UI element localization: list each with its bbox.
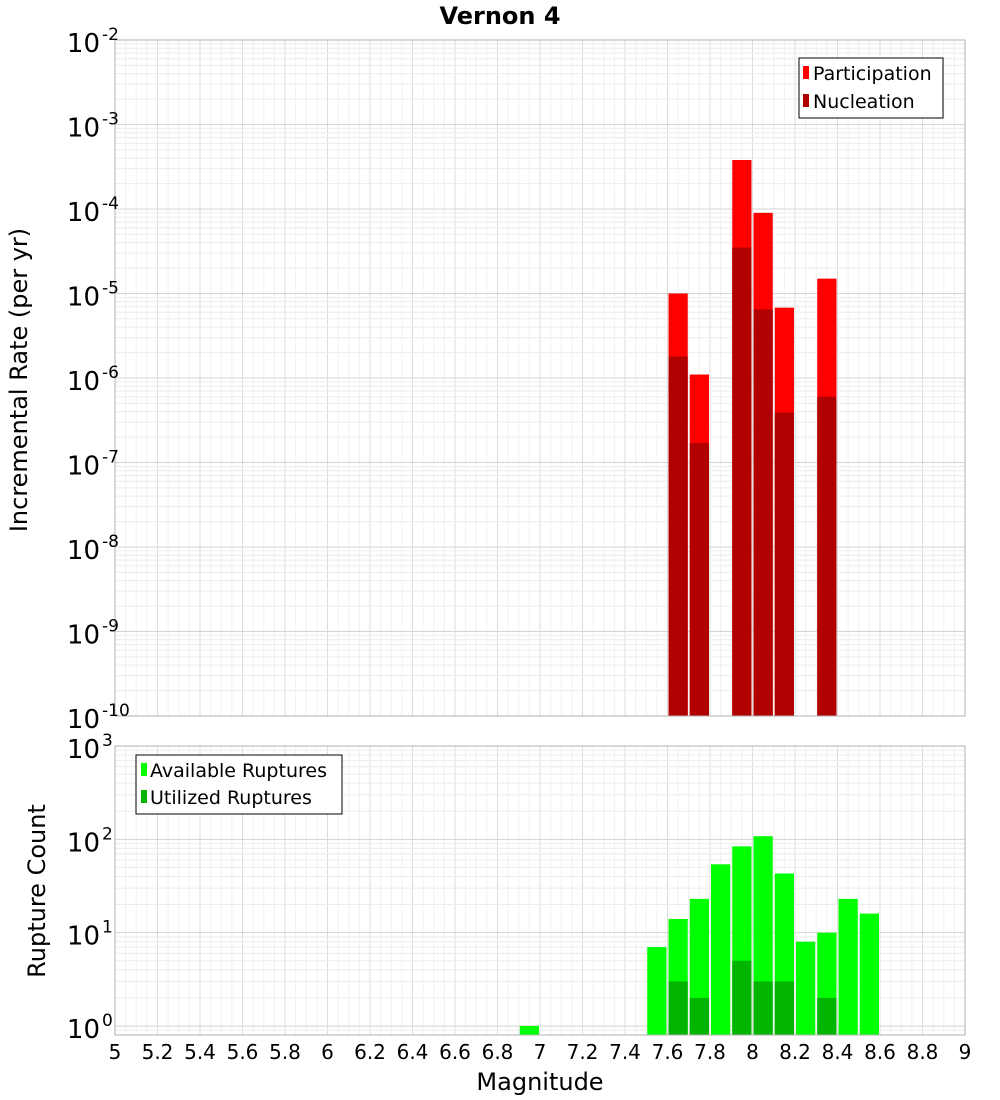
x-tick-label: 8.2 xyxy=(779,1040,811,1064)
x-tick-label: 5 xyxy=(109,1040,122,1064)
legend-label-available-ruptures: Available Ruptures xyxy=(150,760,327,782)
bar-utilized-ruptures xyxy=(668,981,688,1035)
y-tick-exponent: -2 xyxy=(102,25,119,45)
x-tick-label: 7 xyxy=(534,1040,547,1064)
legend-label-utilized-ruptures: Utilized Ruptures xyxy=(150,787,312,809)
bar-utilized-ruptures xyxy=(774,981,794,1035)
y-tick-label: 10 xyxy=(67,828,100,858)
x-axis-label: Magnitude xyxy=(476,1068,603,1096)
x-tick-label: 7.4 xyxy=(609,1040,641,1064)
y-tick-exponent: 3 xyxy=(102,731,113,751)
rate-plot: 10-210-310-410-510-610-710-810-910-10 In… xyxy=(5,25,966,735)
bar-available-ruptures xyxy=(711,864,731,1035)
y-tick-label: 10 xyxy=(67,536,100,566)
y-tick-label: 10 xyxy=(67,922,100,952)
rate-plot-grid xyxy=(114,39,966,717)
bar-utilized-ruptures xyxy=(817,997,837,1035)
x-tick-label: 6 xyxy=(321,1040,334,1064)
x-tick-label: 7.6 xyxy=(652,1040,684,1064)
x-tick-label: 5.2 xyxy=(142,1040,174,1064)
rate-plot-legend: Participation Nucleation xyxy=(798,57,944,119)
y-tick-label: 10 xyxy=(67,452,100,482)
bar-nucleation xyxy=(732,247,752,716)
legend-box xyxy=(798,57,944,119)
y-tick-exponent: -7 xyxy=(102,448,119,468)
rate-plot-y-axis-label: Incremental Rate (per yr) xyxy=(5,228,33,532)
legend-swatch-utilized xyxy=(141,790,147,803)
y-tick-exponent: 2 xyxy=(102,824,113,844)
bar-utilized-ruptures xyxy=(732,960,752,1035)
y-tick-exponent: -4 xyxy=(102,194,119,214)
y-tick-label: 10 xyxy=(67,367,100,397)
legend-label-nucleation: Nucleation xyxy=(813,91,915,113)
y-tick-exponent: -8 xyxy=(102,532,119,552)
x-tick-label: 8 xyxy=(746,1040,759,1064)
x-tick-label: 6.4 xyxy=(397,1040,429,1064)
y-tick-label: 10 xyxy=(67,621,100,651)
y-tick-exponent: 1 xyxy=(102,918,113,938)
y-tick-label: 10 xyxy=(67,198,100,228)
bar-nucleation xyxy=(689,443,709,716)
rate-plot-frame xyxy=(114,39,966,717)
bar-utilized-ruptures xyxy=(753,981,773,1035)
legend-swatch-participation xyxy=(803,66,809,79)
count-plot-x-ticks: 5 5.2 5.4 5.6 5.8 6 6.2 6.4 6.6 6.8 7 7.2 7.4 7.6 7.8 8… xyxy=(109,1040,972,1064)
y-tick-exponent: 0 xyxy=(102,1011,113,1031)
y-tick-exponent: -6 xyxy=(102,363,119,383)
legend-swatch-nucleation xyxy=(803,94,809,107)
x-tick-label: 6.2 xyxy=(354,1040,386,1064)
bar-available-ruptures xyxy=(796,941,816,1035)
x-tick-label: 7.2 xyxy=(567,1040,599,1064)
chart-title: Vernon 4 xyxy=(439,2,560,30)
bar-available-ruptures xyxy=(838,898,858,1035)
x-tick-label: 9 xyxy=(959,1040,972,1064)
rate-plot-bars xyxy=(668,160,837,716)
count-plot-legend: Available Ruptures Utilized Ruptures xyxy=(135,754,343,815)
count-plot-y-axis-label: Rupture Count xyxy=(23,804,51,978)
x-tick-label: 8.6 xyxy=(864,1040,896,1064)
bar-nucleation xyxy=(753,309,773,716)
x-tick-label: 5.4 xyxy=(184,1040,216,1064)
x-tick-label: 5.6 xyxy=(227,1040,259,1064)
y-tick-exponent: -9 xyxy=(102,617,119,637)
bar-utilized-ruptures xyxy=(689,997,709,1035)
y-tick-label: 10 xyxy=(67,283,100,313)
y-tick-label: 10 xyxy=(67,114,100,144)
count-plot-bars xyxy=(519,836,879,1035)
x-tick-label: 7.8 xyxy=(694,1040,726,1064)
rate-plot-y-ticks: 10-210-310-410-510-610-710-810-910-10 xyxy=(67,25,130,735)
bar-nucleation xyxy=(817,396,837,716)
x-tick-label: 6.6 xyxy=(439,1040,471,1064)
y-tick-exponent: -5 xyxy=(102,279,119,299)
legend-swatch-available xyxy=(141,763,147,776)
x-tick-label: 5.8 xyxy=(269,1040,301,1064)
bar-available-ruptures xyxy=(859,913,879,1035)
y-tick-label: 10 xyxy=(67,705,100,735)
legend-box xyxy=(135,754,343,815)
y-tick-label: 10 xyxy=(67,1015,100,1045)
y-tick-exponent: -3 xyxy=(102,110,119,130)
y-tick-exponent: -10 xyxy=(102,701,130,721)
x-tick-label: 8.8 xyxy=(907,1040,939,1064)
bar-nucleation xyxy=(774,412,794,716)
legend-label-participation: Participation xyxy=(813,63,932,85)
y-tick-label: 10 xyxy=(67,29,100,59)
bar-available-ruptures xyxy=(647,947,667,1035)
x-tick-label: 6.8 xyxy=(482,1040,514,1064)
bar-nucleation xyxy=(668,356,688,716)
y-tick-label: 10 xyxy=(67,735,100,765)
count-plot-frame xyxy=(114,745,966,1036)
bar-available-ruptures xyxy=(519,1025,539,1035)
x-tick-label: 8.4 xyxy=(822,1040,854,1064)
